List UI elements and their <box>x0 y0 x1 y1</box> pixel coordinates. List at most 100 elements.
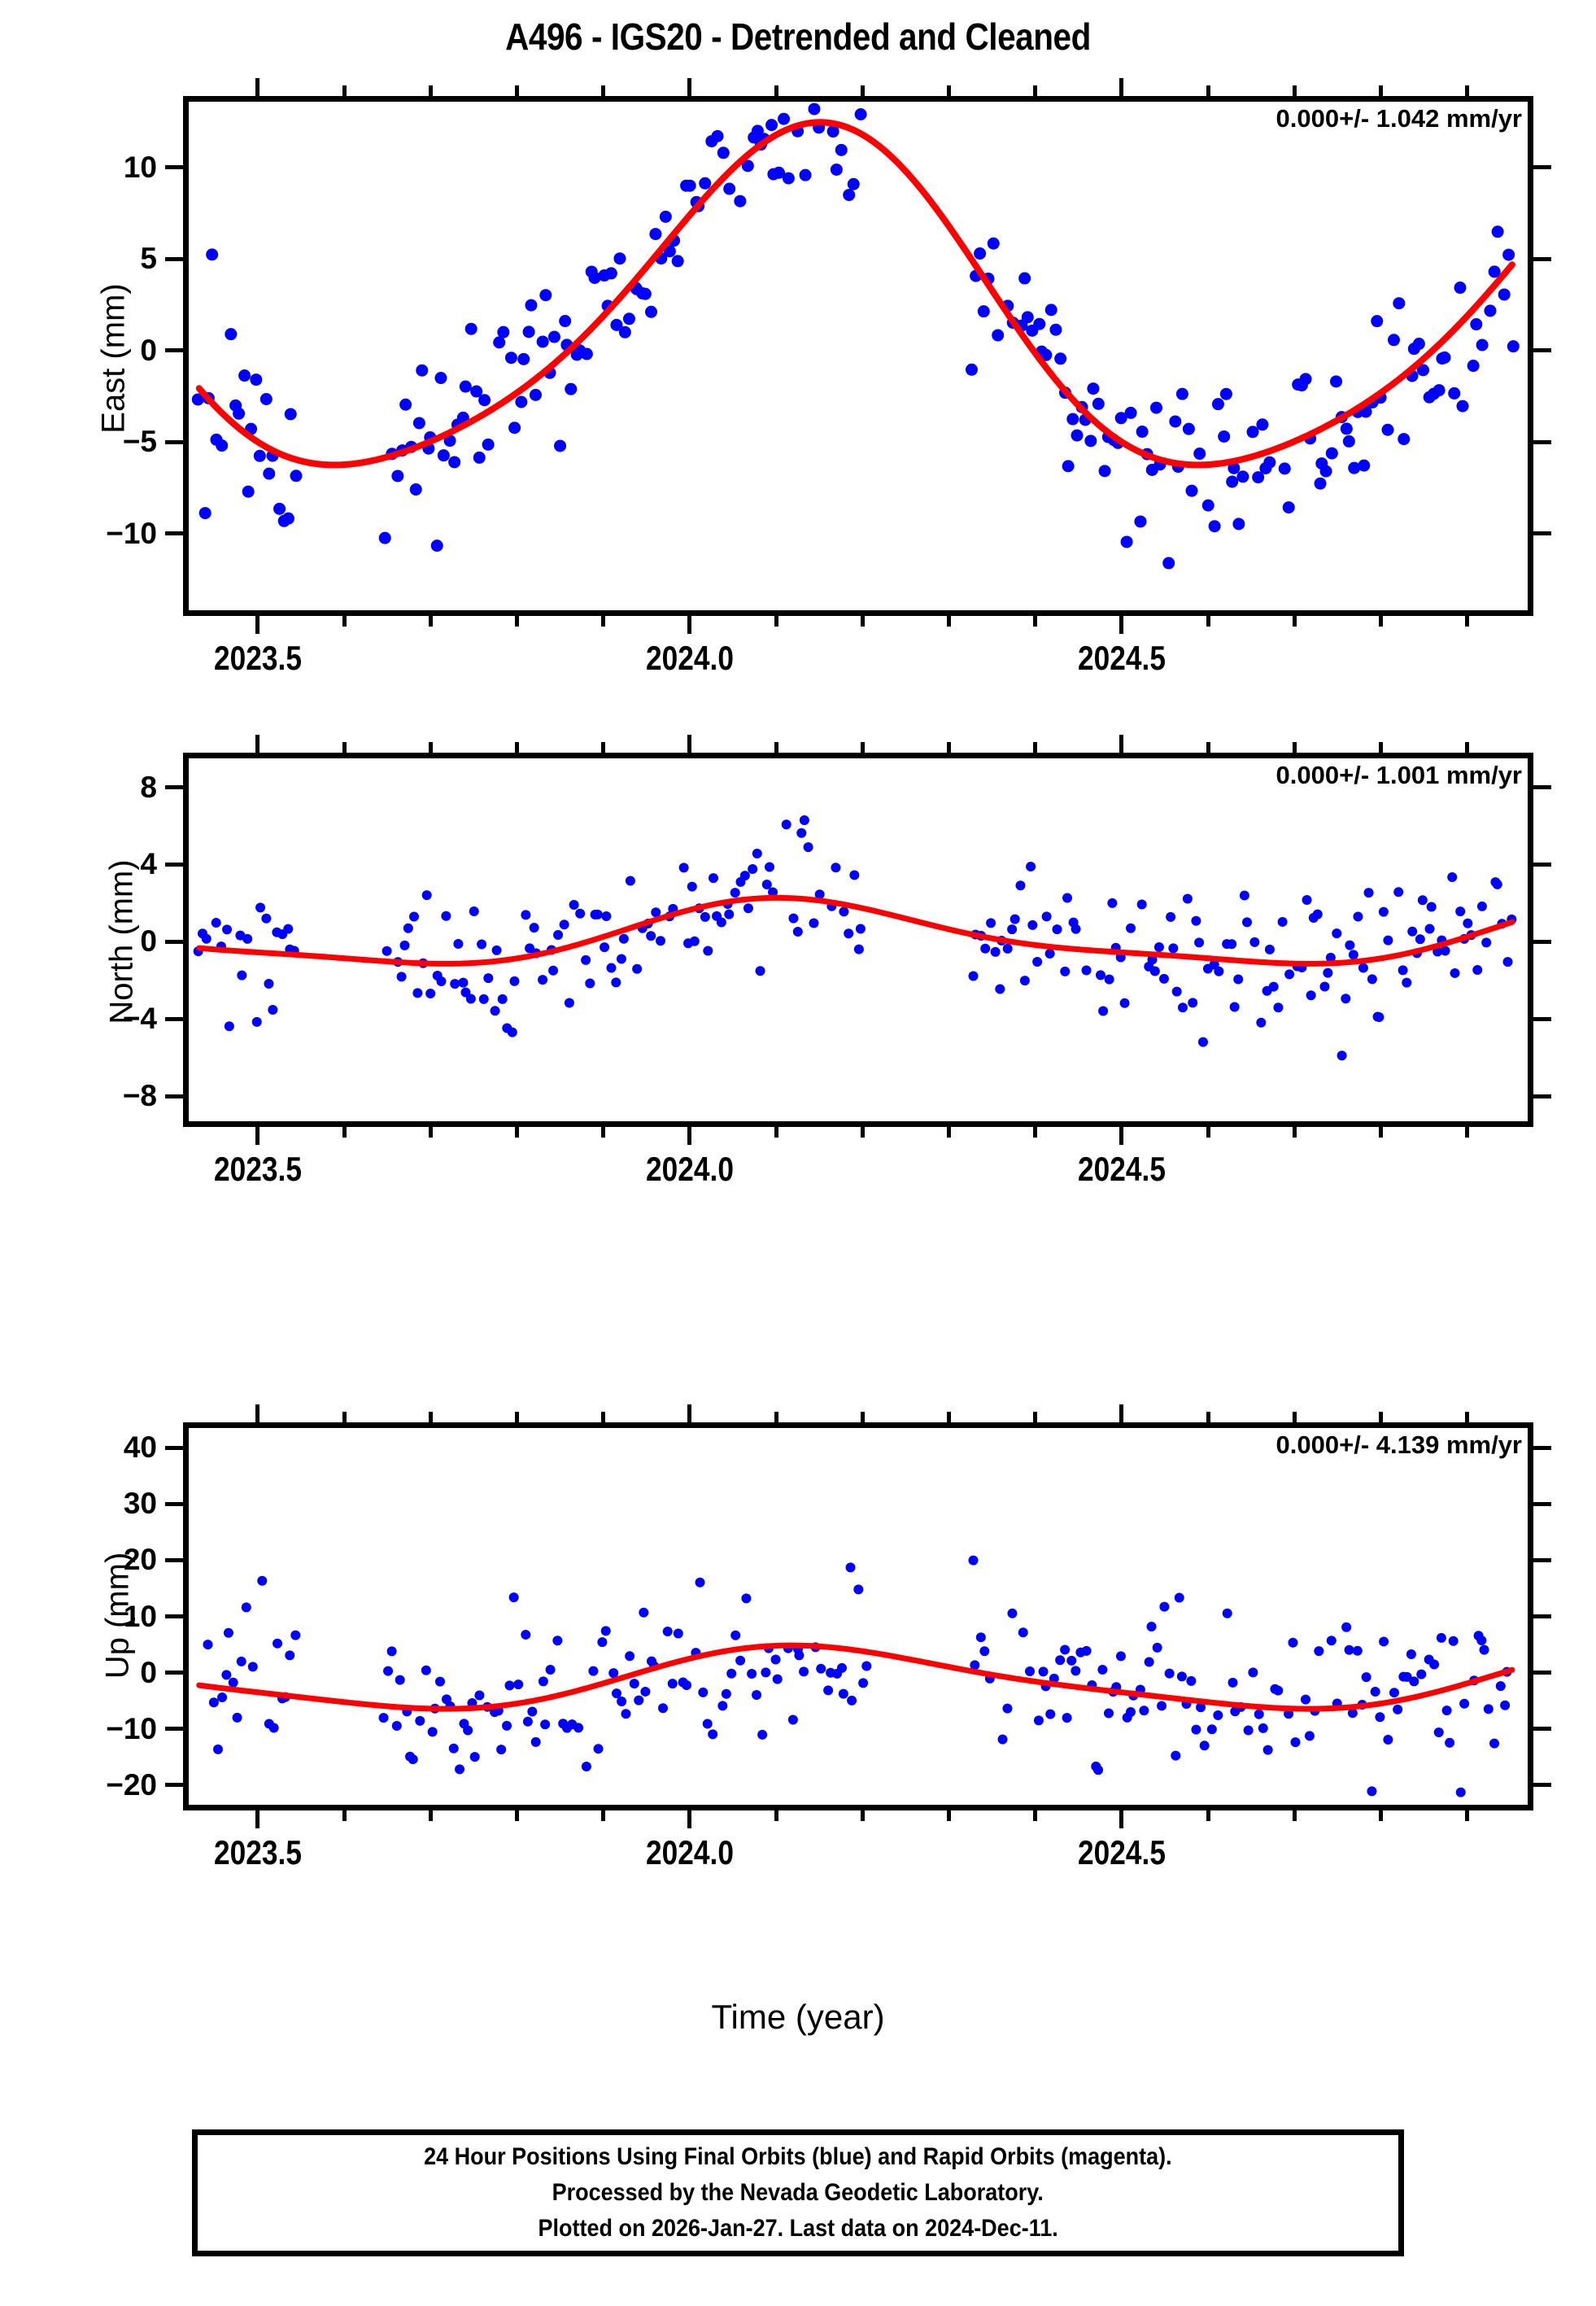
data-point <box>548 965 559 976</box>
x-axis-tick-top <box>342 85 347 96</box>
y-axis-tick-right <box>1533 1727 1551 1732</box>
data-point-group <box>203 1555 1512 1797</box>
data-point <box>968 1555 979 1566</box>
data-point <box>1389 1688 1399 1698</box>
data-point <box>726 1668 737 1679</box>
x-axis-tick-top <box>774 1412 778 1422</box>
data-point <box>236 1656 246 1666</box>
x-axis-title: Time (year) <box>0 1998 1596 2037</box>
data-point <box>1337 1050 1347 1061</box>
data-point <box>290 1630 301 1640</box>
data-point <box>844 928 854 939</box>
data-point <box>608 1668 619 1679</box>
data-point <box>1120 535 1133 548</box>
data-point <box>711 129 724 142</box>
data-point <box>521 1629 531 1640</box>
data-point <box>251 1016 262 1027</box>
data-point <box>1284 969 1295 980</box>
x-axis-tick-top <box>428 742 433 753</box>
y-axis-tick <box>165 348 183 353</box>
x-axis-minor-tick <box>1033 1127 1038 1138</box>
x-axis-major-tick <box>255 616 260 634</box>
data-point <box>238 369 251 382</box>
data-point <box>656 936 666 946</box>
data-point <box>854 108 867 120</box>
y-axis-tick-right <box>1533 439 1551 444</box>
data-point <box>228 1677 238 1688</box>
data-point <box>724 909 735 919</box>
data-point <box>1409 1676 1419 1687</box>
y-axis-tick-right <box>1533 165 1551 170</box>
data-point <box>412 988 423 998</box>
data-point <box>1312 909 1323 919</box>
data-point <box>1098 1006 1109 1016</box>
data-point <box>580 347 593 360</box>
y-axis-tick-label: −5 <box>122 425 157 459</box>
data-point <box>273 502 286 515</box>
x-axis-minor-tick <box>515 1810 520 1821</box>
data-point <box>1175 387 1188 400</box>
data-point <box>1044 304 1057 317</box>
data-point <box>1441 1705 1452 1716</box>
data-point <box>497 325 510 338</box>
data-point <box>253 449 266 462</box>
y-axis-tick-label: 0 <box>140 924 157 959</box>
data-point <box>849 870 860 880</box>
data-point <box>264 979 274 989</box>
data-point <box>764 862 774 872</box>
y-axis-tick-label: −20 <box>106 1767 157 1802</box>
data-point <box>1348 950 1358 960</box>
data-point <box>1445 1737 1455 1748</box>
x-axis-tick-label: 2024.0 <box>645 639 734 677</box>
data-point <box>1166 911 1176 922</box>
data-point <box>1319 981 1330 992</box>
x-axis-major-tick <box>1119 1127 1124 1145</box>
data-point <box>1358 963 1368 973</box>
y-axis-tick-right <box>1533 531 1551 536</box>
y-axis-tick-label: 0 <box>140 1655 157 1689</box>
x-axis-tick-top <box>255 78 260 96</box>
data-point <box>1002 943 1013 954</box>
y-axis-tick <box>165 1614 183 1618</box>
data-point <box>977 305 990 318</box>
data-point <box>1319 465 1332 478</box>
data-point <box>496 1745 507 1755</box>
data-point <box>716 917 726 928</box>
y-axis-tick <box>165 939 183 944</box>
data-point <box>1416 1669 1427 1679</box>
x-axis-tick-label: 2024.5 <box>1077 1833 1166 1871</box>
data-point <box>1021 311 1034 324</box>
data-point <box>1479 1644 1489 1655</box>
data-point <box>497 994 508 1004</box>
data-point <box>1347 1708 1358 1719</box>
data-point <box>703 946 713 956</box>
y-axis-tick-label: 40 <box>123 1430 157 1465</box>
data-point <box>1052 924 1062 935</box>
data-point <box>1066 1655 1077 1666</box>
data-point <box>383 1666 394 1676</box>
y-axis-tick-right <box>1533 1016 1551 1021</box>
x-axis-tick-top <box>255 735 260 753</box>
data-point <box>682 1680 692 1691</box>
data-point <box>1071 1666 1081 1676</box>
data-point <box>261 913 272 924</box>
x-axis-tick-top <box>1119 735 1124 753</box>
data-point <box>1222 1608 1232 1618</box>
y-axis-tick-right <box>1533 939 1551 944</box>
y-axis-tick-label: 10 <box>123 150 157 184</box>
data-point <box>1448 387 1461 400</box>
data-point <box>600 942 610 953</box>
data-point <box>1081 1645 1092 1656</box>
data-point <box>1194 937 1205 948</box>
data-point <box>739 871 750 881</box>
data-point <box>1484 304 1497 317</box>
y-axis-tick-right <box>1533 1094 1551 1098</box>
caption-line-2: Processed by the Nevada Geodetic Laborat… <box>552 2179 1044 2206</box>
data-point <box>1361 1672 1371 1683</box>
data-point <box>1126 923 1136 933</box>
data-point <box>559 315 572 328</box>
data-point <box>1436 1632 1446 1643</box>
data-point <box>752 1690 762 1701</box>
data-point <box>606 963 617 973</box>
data-point <box>1158 973 1169 984</box>
